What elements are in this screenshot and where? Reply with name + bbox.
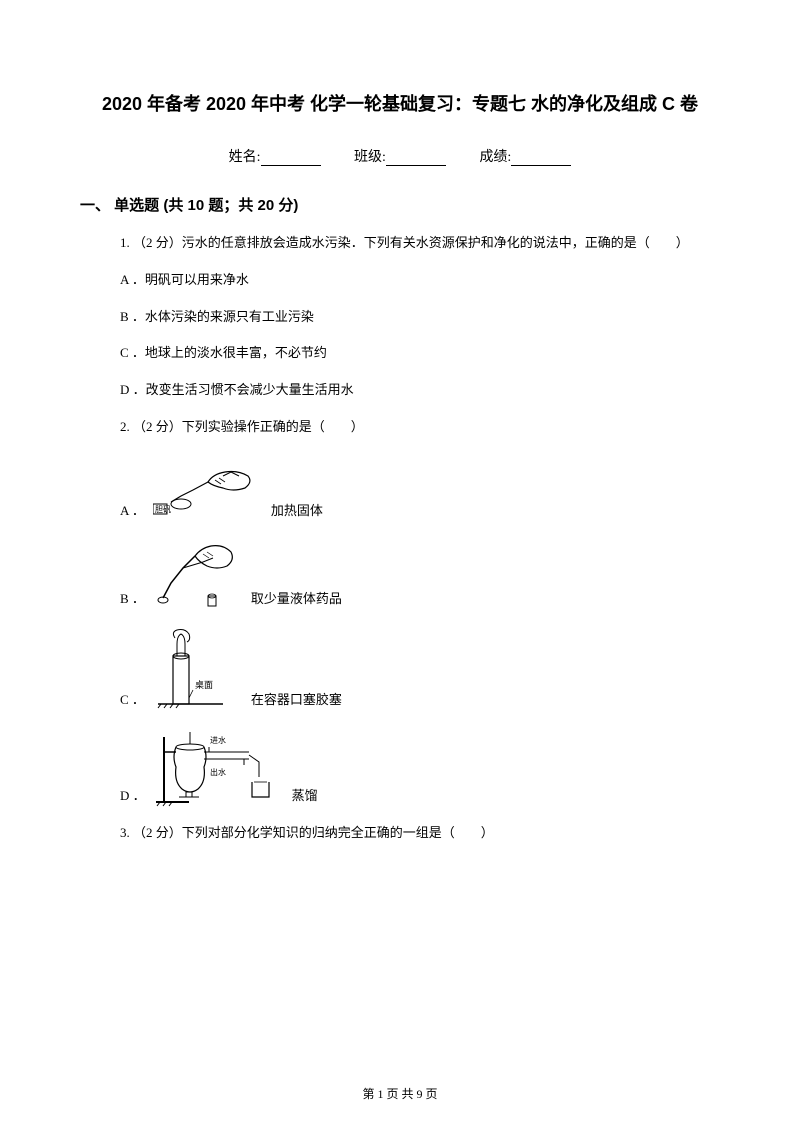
q3-stem: 3. （2 分）下列对部分化学知识的归纳完全正确的一组是（ ） bbox=[80, 823, 720, 844]
q1-stem: 1. （2 分）污水的任意排放会造成水污染．下列有关水资源保护和净化的说法中，正… bbox=[80, 233, 720, 254]
q1-option-d: D ．改变生活习惯不会减少大量生活用水 bbox=[80, 380, 720, 401]
q2-c-label: 桌面 bbox=[195, 679, 213, 690]
q2-c-letter: C ． bbox=[120, 690, 145, 711]
q1-option-b: B ．水体污染的来源只有工业污染 bbox=[80, 307, 720, 328]
q2-stem: 2. （2 分）下列实验操作正确的是（ ） bbox=[80, 417, 720, 438]
page-title: 2020 年备考 2020 年中考 化学一轮基础复习：专题七 水的净化及组成 C… bbox=[80, 90, 720, 116]
q2-d-letter: D ． bbox=[120, 786, 146, 807]
score-label: 成绩: bbox=[479, 150, 511, 165]
q1-option-a: A ．明矾可以用来净水 bbox=[80, 270, 720, 291]
q2-d-label-in: 进水 bbox=[210, 735, 226, 745]
q2-option-c: C ． 桌面 在容器口塞胶塞 bbox=[80, 626, 720, 711]
section-header: 一、 单选题 (共 10 题；共 20 分) bbox=[80, 194, 720, 215]
q2-d-label-out: 出水 bbox=[210, 767, 226, 777]
score-blank bbox=[511, 152, 571, 166]
page-footer: 第 1 页 共 9 页 bbox=[0, 1085, 800, 1102]
q2-option-a: A ． 胆矾 加热固体 bbox=[80, 454, 720, 522]
q2-a-label: 胆矾 bbox=[155, 505, 171, 514]
student-info-row: 姓名: 班级: 成绩: bbox=[80, 146, 720, 166]
q2-b-text: 取少量液体药品 bbox=[251, 589, 342, 610]
q2-option-b: B ． 取少量液体药品 bbox=[80, 538, 720, 610]
q2-b-letter: B ． bbox=[120, 589, 145, 610]
name-label: 姓名: bbox=[229, 150, 261, 165]
q2-d-text: 蒸馏 bbox=[292, 786, 318, 807]
q2-a-diagram: 胆矾 bbox=[153, 454, 263, 522]
q2-option-d: D ． 进水 出水 蒸馏 bbox=[80, 727, 720, 807]
q2-c-diagram: 桌面 bbox=[153, 626, 243, 711]
q1-option-c: C ．地球上的淡水很丰富，不必节约 bbox=[80, 343, 720, 364]
q2-c-text: 在容器口塞胶塞 bbox=[251, 690, 342, 711]
class-label: 班级: bbox=[354, 150, 386, 165]
name-blank bbox=[261, 152, 321, 166]
q2-d-diagram: 进水 出水 bbox=[154, 727, 284, 807]
q2-a-letter: A ． bbox=[120, 501, 145, 522]
q2-a-text: 加热固体 bbox=[271, 501, 323, 522]
class-blank bbox=[386, 152, 446, 166]
q2-b-diagram bbox=[153, 538, 243, 610]
